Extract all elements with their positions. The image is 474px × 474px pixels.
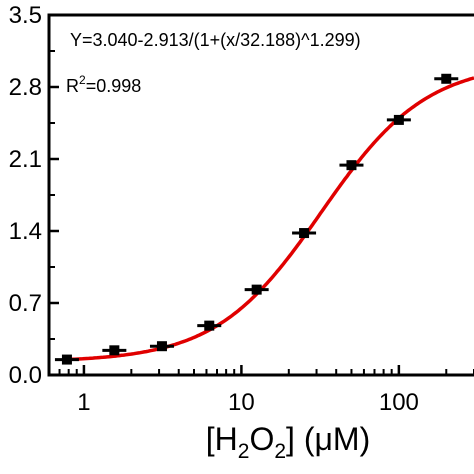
data-point xyxy=(149,341,174,352)
x-label-close: ] (μM) xyxy=(286,421,370,457)
point-marker xyxy=(109,345,120,356)
point-marker xyxy=(393,114,404,125)
x-label-mid: O xyxy=(249,421,274,457)
plot-frame xyxy=(47,13,474,377)
data-point xyxy=(54,354,79,365)
point-marker xyxy=(251,284,262,295)
r-squared-value: =0.998 xyxy=(86,76,142,96)
x-tick-label: 100 xyxy=(379,389,419,416)
x-tick-label: 10 xyxy=(228,389,255,416)
point-marker xyxy=(61,354,72,365)
y-tick-label: 0.7 xyxy=(9,290,42,317)
r-squared-sup: 2 xyxy=(79,73,86,87)
point-marker xyxy=(156,341,167,352)
data-point xyxy=(244,284,269,295)
y-tick-label: 1.4 xyxy=(9,218,42,245)
y-tick-label: 2.8 xyxy=(9,74,42,101)
data-point xyxy=(434,73,459,84)
point-marker xyxy=(204,320,215,331)
x-label-open: [H xyxy=(206,421,238,457)
x-tick-label: 1 xyxy=(77,389,90,416)
data-points xyxy=(54,73,459,365)
point-marker xyxy=(346,160,357,171)
x-label-sub2: 2 xyxy=(274,440,286,463)
y-tick-label: 2.1 xyxy=(9,146,42,173)
fit-curve xyxy=(64,76,474,362)
point-marker xyxy=(299,228,310,239)
x-axis-label: [H2O2] (μM) xyxy=(206,421,370,463)
data-point xyxy=(386,114,411,125)
data-point xyxy=(292,228,317,239)
point-marker xyxy=(441,73,452,84)
data-point xyxy=(339,160,364,171)
fit-equation: Y=3.040-2.913/(1+(x/32.188)^1.299) xyxy=(70,30,361,50)
x-label-sub1: 2 xyxy=(238,440,250,463)
data-point xyxy=(102,345,127,356)
data-point xyxy=(197,320,222,331)
r-squared: R2=0.998 xyxy=(66,73,141,96)
y-tick-label: 3.5 xyxy=(9,2,42,29)
x-axis-ticks: 1 10 100 xyxy=(48,365,474,416)
y-tick-label: 0.0 xyxy=(9,362,42,389)
y-axis-ticks: 0.0 0.7 1.4 2.1 2.8 3.5 xyxy=(9,2,59,389)
r-squared-base: R xyxy=(66,76,79,96)
